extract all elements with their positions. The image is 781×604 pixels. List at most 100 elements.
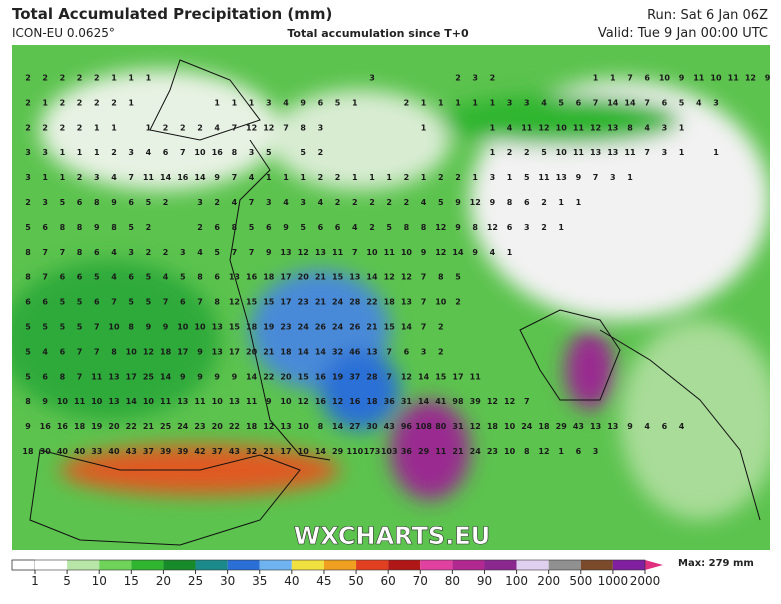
precip-value: 28 — [349, 298, 361, 307]
colorbar-segment — [580, 560, 613, 570]
precip-value: 16 — [40, 422, 52, 431]
precip-value: 36 — [401, 447, 413, 456]
precip-value: 108 — [415, 422, 432, 431]
precip-value: 16 — [315, 397, 327, 406]
precip-value: 2 — [369, 198, 375, 207]
colorbar-label: 80 — [445, 574, 460, 588]
precip-value: 14 — [126, 397, 138, 406]
precip-value: 1 — [558, 223, 564, 232]
precip-value: 12 — [470, 422, 481, 431]
precip-value: 1 — [490, 123, 496, 132]
precip-value: 13 — [229, 397, 240, 406]
precip-value: 1 — [576, 198, 582, 207]
precip-value: 9 — [146, 323, 152, 332]
precip-value: 1 — [438, 98, 444, 107]
precip-value: 7 — [77, 347, 83, 356]
precip-value: 9 — [679, 74, 685, 83]
precip-value: 2 — [77, 123, 83, 132]
precip-value: 3 — [421, 347, 427, 356]
colorbar-segment — [388, 560, 421, 570]
colorbar-start — [11, 559, 36, 571]
precip-value: 6 — [60, 347, 66, 356]
precip-value: 5 — [524, 173, 530, 182]
precip-value: 5 — [455, 273, 461, 282]
precip-value: 22 — [126, 422, 137, 431]
precip-value: 11 — [384, 248, 396, 257]
precip-value: 6 — [180, 298, 186, 307]
precip-value: 3 — [713, 98, 719, 107]
precip-value: 5 — [60, 298, 66, 307]
precip-value: 2 — [438, 323, 444, 332]
precip-value: 13 — [590, 148, 601, 157]
precip-value: 2 — [438, 173, 444, 182]
precip-value: 2 — [25, 98, 31, 107]
precip-value: 9 — [765, 74, 771, 83]
precip-value: 2 — [94, 74, 100, 83]
precip-value: 13 — [108, 372, 119, 381]
precip-value: 2 — [541, 223, 547, 232]
run: Run: Sat 6 Jan 06Z — [647, 8, 768, 23]
precip-value: 12 — [229, 298, 240, 307]
precip-value: 8 — [60, 372, 66, 381]
precip-value: 2 — [490, 74, 496, 83]
colorbar-label: 5 — [63, 574, 71, 588]
precip-value: 11 — [194, 397, 206, 406]
precip-value: 18 — [538, 422, 550, 431]
precip-value: 6 — [524, 198, 530, 207]
precip-value: 5 — [679, 98, 685, 107]
colorbar-label: 50 — [348, 574, 363, 588]
precip-value: 9 — [283, 223, 289, 232]
precip-value: 4 — [541, 98, 547, 107]
precip-value: 12 — [263, 123, 274, 132]
precip-value: 8 — [60, 223, 66, 232]
precip-value: 3 — [249, 148, 255, 157]
precip-value: 12 — [401, 372, 412, 381]
precip-value: 2 — [77, 74, 83, 83]
precip-value: 1 — [490, 148, 496, 157]
precip-value: 4 — [146, 148, 152, 157]
precip-value: 9 — [627, 422, 633, 431]
precip-value: 15 — [332, 273, 344, 282]
precip-value: 8 — [111, 347, 117, 356]
valid: Valid: Tue 9 Jan 00:00 UTC — [598, 26, 768, 41]
precip-value: 12 — [504, 397, 515, 406]
precip-value: 2 — [146, 248, 152, 257]
precip-value: 17 — [280, 273, 291, 282]
precip-value: 18 — [160, 347, 172, 356]
precip-value: 6 — [42, 372, 48, 381]
precip-value: 3 — [180, 248, 186, 257]
precip-value: 12 — [298, 397, 309, 406]
colorbar-label: 10 — [92, 574, 107, 588]
precip-value: 5 — [249, 223, 255, 232]
precip-value: 1 — [627, 173, 633, 182]
precip-value: 6 — [404, 347, 410, 356]
precip-value: 2 — [25, 198, 31, 207]
precip-value: 8 — [232, 223, 238, 232]
precip-value: 11 — [728, 74, 740, 83]
precip-value: 5 — [25, 223, 31, 232]
precip-value: 8 — [77, 223, 83, 232]
precip-value: 11 — [74, 397, 86, 406]
precip-value: 9 — [180, 372, 186, 381]
precip-value: 7 — [180, 148, 186, 157]
precip-value: 11 — [573, 148, 585, 157]
precip-value: 24 — [177, 422, 189, 431]
model: ICON-EU 0.0625° — [12, 26, 115, 40]
precip-value: 2 — [318, 148, 324, 157]
precip-value: 5 — [266, 148, 272, 157]
precip-value: 37 — [143, 447, 154, 456]
precip-value: 20 — [280, 372, 292, 381]
precip-value: 20 — [298, 273, 310, 282]
precip-value: 3 — [318, 123, 324, 132]
precip-value: 8 — [94, 198, 100, 207]
precip-value: 7 — [627, 74, 633, 83]
precip-value: 11 — [332, 248, 344, 257]
precip-value: 7 — [283, 123, 289, 132]
precip-value: 14 — [332, 422, 344, 431]
precip-value: 18 — [384, 298, 396, 307]
precip-value: 19 — [263, 323, 275, 332]
precip-value: 2 — [352, 198, 358, 207]
precip-value: 2 — [197, 123, 203, 132]
precip-value: 43 — [126, 447, 137, 456]
precip-value: 7 — [111, 298, 117, 307]
